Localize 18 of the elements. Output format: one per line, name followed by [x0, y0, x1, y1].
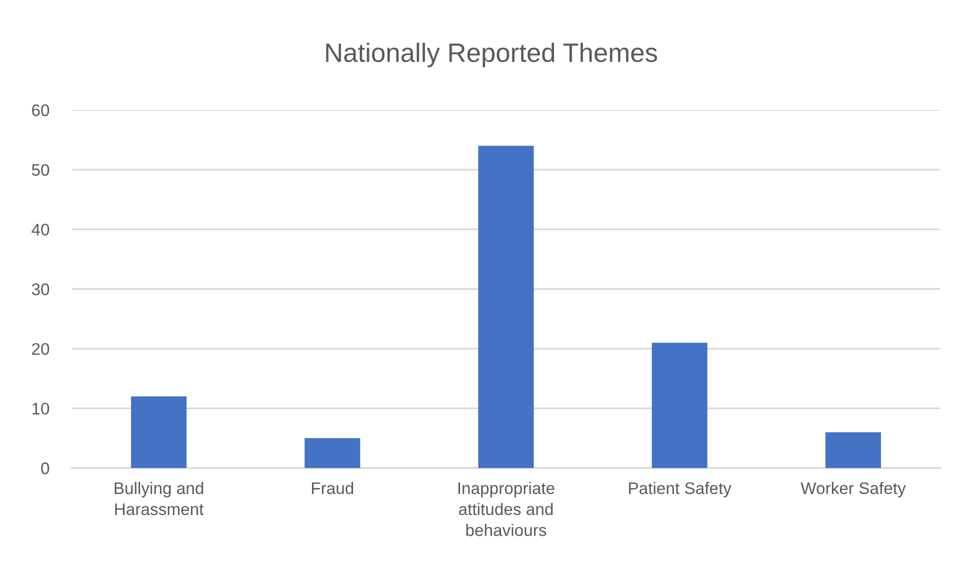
- x-tick-label: Fraud: [312, 482, 354, 494]
- x-tick-label: Bullying and Harassment: [114, 482, 204, 516]
- y-tick-label: 40: [32, 224, 50, 236]
- bar: [825, 432, 881, 468]
- y-tick-label: 0: [41, 462, 50, 474]
- y-tick-label: 20: [32, 343, 50, 355]
- bar: [304, 438, 360, 468]
- bar: [131, 396, 187, 468]
- y-tick-label: 60: [32, 104, 50, 116]
- bar: [478, 146, 534, 468]
- x-tick-label: Worker Safety: [800, 482, 906, 498]
- y-tick-label: 50: [32, 164, 50, 176]
- x-tick-label: Patient Safety: [629, 482, 732, 498]
- chart-title: Nationally Reported Themes: [326, 42, 658, 68]
- bar: [652, 342, 708, 468]
- y-tick-label: 10: [32, 402, 50, 415]
- x-tick-label: Inappropriate attitudes and behaviours: [458, 482, 554, 536]
- y-tick-label: 30: [32, 283, 50, 296]
